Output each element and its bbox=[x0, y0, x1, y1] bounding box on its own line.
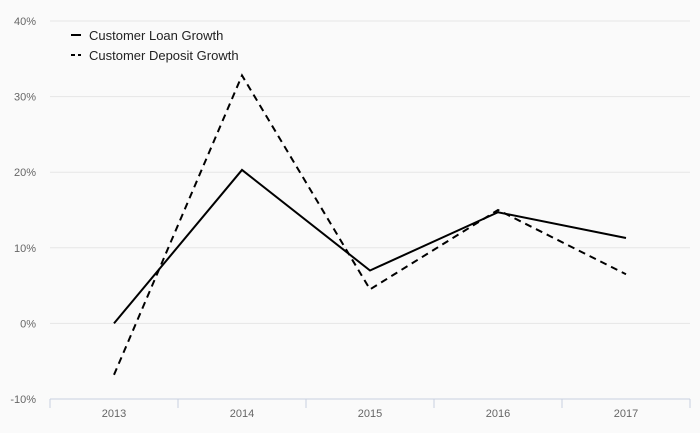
y-tick-label: -10% bbox=[10, 394, 36, 406]
y-tick-label: 40% bbox=[14, 16, 36, 28]
x-tick-label: 2015 bbox=[358, 408, 382, 420]
legend-label: Customer Loan Growth bbox=[89, 28, 223, 43]
x-tick-label: 2014 bbox=[230, 408, 254, 420]
series-lines bbox=[113, 73, 627, 376]
y-tick-label: 0% bbox=[20, 318, 36, 330]
legend: Customer Loan Growth Customer Deposit Gro… bbox=[71, 28, 239, 63]
customer-loan-growth-line bbox=[113, 168, 627, 325]
y-axis: -10% 0% 10% 20% 30% 40% bbox=[10, 16, 36, 406]
customer-deposit-growth-line bbox=[113, 73, 627, 376]
x-tick-label: 2016 bbox=[486, 408, 510, 420]
x-tick-label: 2017 bbox=[614, 408, 638, 420]
y-tick-label: 10% bbox=[14, 243, 36, 255]
y-tick-label: 30% bbox=[14, 92, 36, 104]
x-tick-label: 2013 bbox=[102, 408, 126, 420]
x-axis: 2013 2014 2015 2016 2017 bbox=[49, 398, 691, 420]
grid-lines bbox=[50, 20, 690, 324]
legend-label: Customer Deposit Growth bbox=[89, 48, 239, 63]
y-tick-label: 20% bbox=[14, 167, 36, 179]
